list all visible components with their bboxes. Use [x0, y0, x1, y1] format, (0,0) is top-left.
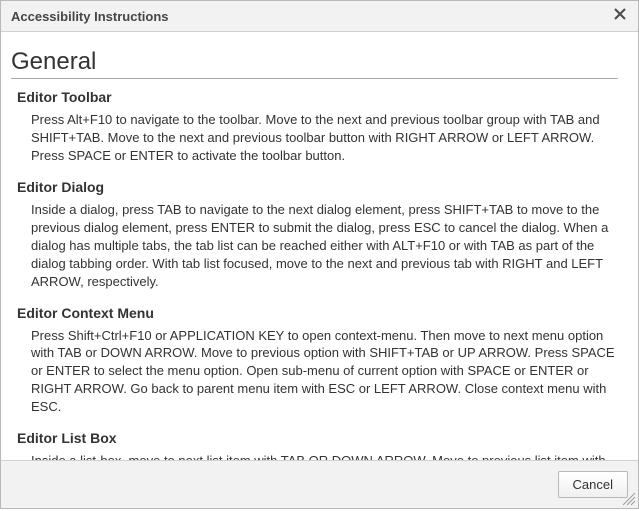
dialog-body-inner: General Editor Toolbar Press Alt+F10 to …	[11, 42, 628, 460]
topic-title: Editor Toolbar	[17, 89, 618, 105]
topic-body: Press Alt+F10 to navigate to the toolbar…	[17, 111, 618, 165]
topic: Editor Toolbar Press Alt+F10 to navigate…	[11, 89, 618, 165]
close-icon	[614, 7, 626, 25]
topic: Editor Context Menu Press Shift+Ctrl+F10…	[11, 305, 618, 417]
topic-body: Press Shift+Ctrl+F10 or APPLICATION KEY …	[17, 327, 618, 417]
topic: Editor List Box Inside a list-box, move …	[11, 430, 618, 460]
accessibility-dialog: Accessibility Instructions General Edito…	[0, 0, 639, 509]
dialog-titlebar: Accessibility Instructions	[1, 1, 638, 32]
topic-title: Editor List Box	[17, 430, 618, 446]
section-heading: General	[11, 48, 618, 79]
topic: Editor Dialog Inside a dialog, press TAB…	[11, 179, 618, 291]
cancel-button[interactable]: Cancel	[558, 471, 628, 498]
topic-title: Editor Context Menu	[17, 305, 618, 321]
dialog-body: General Editor Toolbar Press Alt+F10 to …	[1, 32, 638, 460]
dialog-title: Accessibility Instructions	[11, 9, 169, 24]
content-scroll-area[interactable]: General Editor Toolbar Press Alt+F10 to …	[11, 42, 628, 460]
close-button[interactable]	[612, 8, 628, 24]
topic-body: Inside a dialog, press TAB to navigate t…	[17, 201, 618, 291]
dialog-footer: Cancel	[1, 460, 638, 508]
topic-body: Inside a list-box, move to next list ite…	[17, 452, 618, 460]
topic-title: Editor Dialog	[17, 179, 618, 195]
